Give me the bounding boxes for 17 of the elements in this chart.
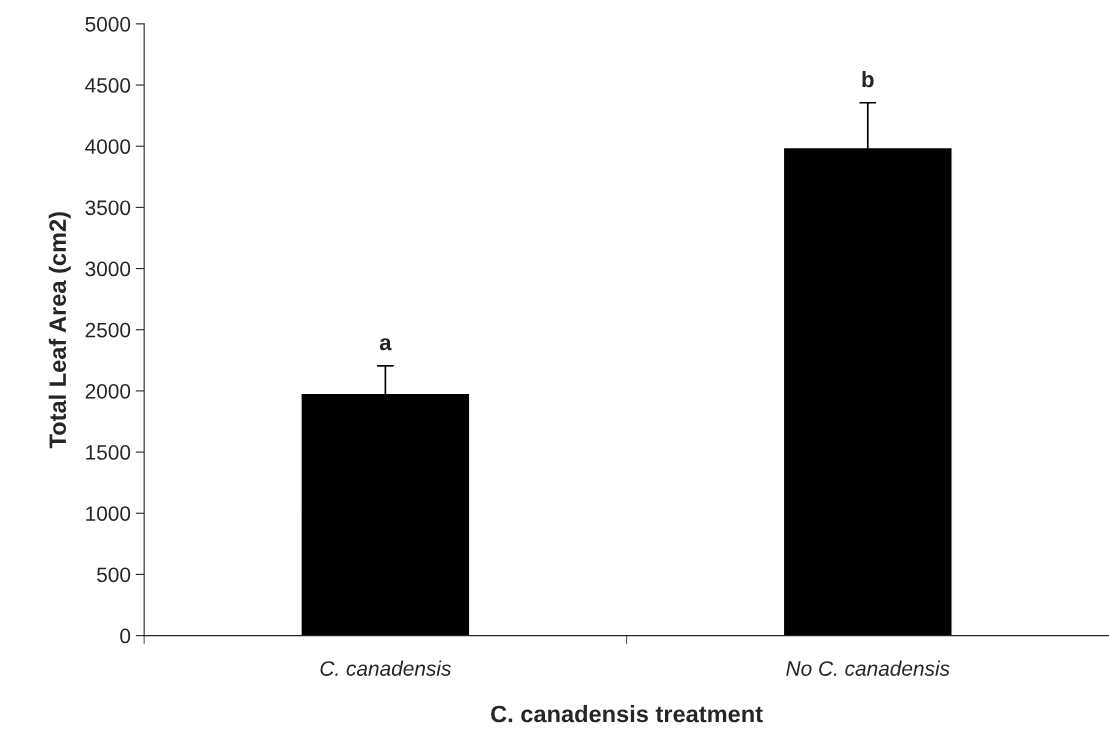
- y-tick-label: 3000: [85, 261, 131, 277]
- x-axis-title: C. canadensis treatment: [491, 705, 763, 723]
- y-tick-label: 4500: [85, 78, 131, 93]
- x-tick-label: C. canadensis: [320, 660, 451, 676]
- y-tick-label: 2000: [85, 383, 131, 399]
- annotation: a: [379, 338, 392, 351]
- y-tick-label: 4000: [85, 139, 131, 154]
- y-axis-title: Total Leaf Area (cm2): [48, 212, 71, 449]
- y-tick-label: 1000: [86, 506, 131, 521]
- y-tick-label: 1500: [86, 445, 131, 460]
- y-tick-label: 5000: [85, 16, 131, 32]
- y-tick-label: 0: [120, 628, 131, 644]
- annotation: b: [862, 70, 874, 88]
- y-tick-label: 2500: [85, 322, 131, 338]
- y-tick-label: 3500: [85, 200, 131, 216]
- y-tick-label: 500: [97, 567, 131, 583]
- x-tick-label: No C. canadensis: [786, 660, 950, 676]
